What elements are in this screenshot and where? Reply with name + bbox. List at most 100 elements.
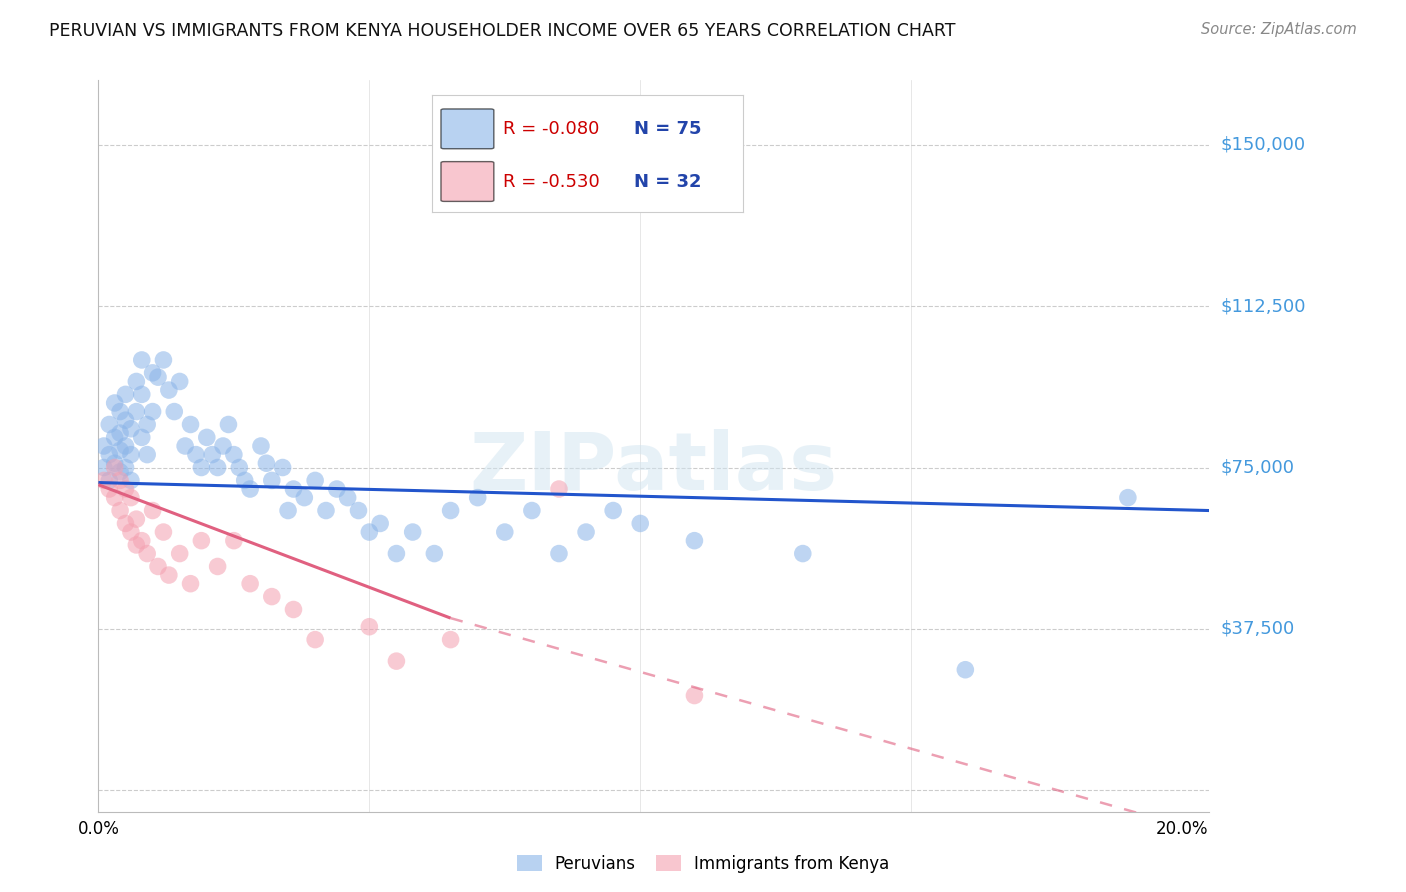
- Point: [423, 547, 446, 561]
- Point: [120, 474, 142, 488]
- Point: [125, 512, 148, 526]
- Point: [222, 448, 245, 462]
- Point: [326, 482, 349, 496]
- Point: [114, 413, 136, 427]
- Point: [195, 430, 218, 444]
- Point: [136, 417, 159, 432]
- Point: [98, 474, 121, 488]
- Text: ZIPatlas: ZIPatlas: [470, 429, 838, 507]
- Point: [125, 404, 148, 418]
- Point: [683, 689, 706, 703]
- Text: $150,000: $150,000: [1220, 136, 1305, 153]
- Point: [98, 417, 121, 432]
- Point: [114, 387, 136, 401]
- Point: [283, 602, 305, 616]
- Point: [277, 503, 299, 517]
- Point: [548, 482, 571, 496]
- Point: [271, 460, 294, 475]
- Point: [201, 448, 224, 462]
- Point: [146, 370, 169, 384]
- Point: [207, 460, 229, 475]
- Point: [359, 620, 381, 634]
- Point: [152, 353, 174, 368]
- Text: $75,000: $75,000: [1220, 458, 1295, 476]
- Point: [108, 404, 131, 418]
- Point: [180, 576, 202, 591]
- Point: [260, 474, 283, 488]
- Point: [180, 417, 202, 432]
- Point: [131, 387, 153, 401]
- Point: [104, 491, 127, 505]
- Point: [439, 503, 461, 517]
- Point: [548, 547, 571, 561]
- Point: [1116, 491, 1139, 505]
- Point: [385, 654, 408, 668]
- Point: [125, 375, 148, 389]
- Point: [120, 448, 142, 462]
- Point: [315, 503, 337, 517]
- Point: [108, 426, 131, 441]
- Point: [347, 503, 370, 517]
- Point: [228, 460, 250, 475]
- Point: [136, 547, 159, 561]
- Text: $37,500: $37,500: [1220, 620, 1295, 638]
- Point: [283, 482, 305, 496]
- Point: [260, 590, 283, 604]
- Point: [108, 474, 131, 488]
- Point: [402, 524, 425, 539]
- Point: [142, 503, 165, 517]
- Point: [239, 482, 262, 496]
- Point: [157, 568, 180, 582]
- Point: [190, 533, 212, 548]
- Legend: Peruvians, Immigrants from Kenya: Peruvians, Immigrants from Kenya: [510, 848, 896, 880]
- Point: [575, 524, 598, 539]
- Point: [955, 663, 977, 677]
- Point: [222, 533, 245, 548]
- Point: [93, 474, 115, 488]
- Point: [174, 439, 197, 453]
- Point: [628, 516, 651, 531]
- Point: [602, 503, 624, 517]
- Point: [146, 559, 169, 574]
- Point: [114, 482, 136, 496]
- Point: [125, 538, 148, 552]
- Point: [184, 448, 207, 462]
- Point: [104, 430, 127, 444]
- Point: [120, 491, 142, 505]
- Point: [683, 533, 706, 548]
- Point: [233, 474, 256, 488]
- Point: [131, 533, 153, 548]
- Point: [190, 460, 212, 475]
- Point: [131, 430, 153, 444]
- Point: [142, 366, 165, 380]
- Point: [114, 439, 136, 453]
- Text: PERUVIAN VS IMMIGRANTS FROM KENYA HOUSEHOLDER INCOME OVER 65 YEARS CORRELATION C: PERUVIAN VS IMMIGRANTS FROM KENYA HOUSEH…: [49, 22, 956, 40]
- Text: $112,500: $112,500: [1220, 297, 1306, 315]
- Point: [108, 465, 131, 479]
- Text: Source: ZipAtlas.com: Source: ZipAtlas.com: [1201, 22, 1357, 37]
- Point: [163, 404, 186, 418]
- Point: [467, 491, 489, 505]
- Point: [792, 547, 814, 561]
- Point: [169, 547, 191, 561]
- Point: [142, 404, 165, 418]
- Point: [93, 439, 115, 453]
- Point: [136, 448, 159, 462]
- Point: [368, 516, 391, 531]
- Point: [250, 439, 273, 453]
- Point: [120, 524, 142, 539]
- Point: [494, 524, 516, 539]
- Point: [114, 460, 136, 475]
- Point: [520, 503, 543, 517]
- Point: [131, 353, 153, 368]
- Point: [104, 460, 127, 475]
- Point: [157, 383, 180, 397]
- Point: [104, 396, 127, 410]
- Point: [98, 482, 121, 496]
- Point: [239, 576, 262, 591]
- Point: [93, 460, 115, 475]
- Point: [385, 547, 408, 561]
- Point: [108, 443, 131, 458]
- Point: [336, 491, 359, 505]
- Point: [207, 559, 229, 574]
